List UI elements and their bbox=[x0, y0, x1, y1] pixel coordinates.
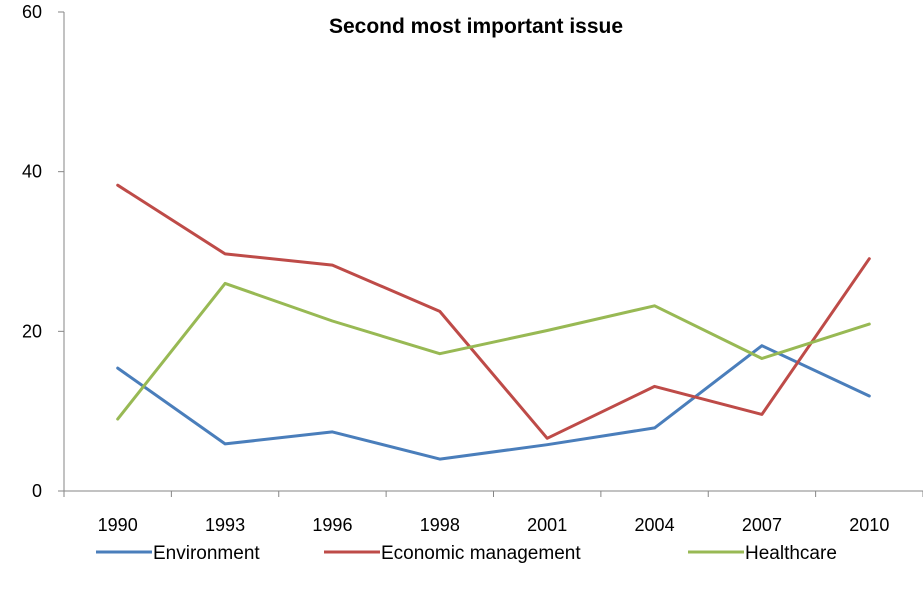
legend: Environment Economic management Healthcare bbox=[96, 543, 837, 564]
y-tick-label: 60 bbox=[22, 2, 42, 22]
x-ticks: 1990 1993 1996 1998 2001 2004 2007 2010 bbox=[63, 491, 923, 535]
series-line-healthcare bbox=[116, 281, 871, 421]
x-tick-label: 2004 bbox=[635, 515, 675, 535]
legend-label: Healthcare bbox=[745, 543, 837, 564]
x-tick-label: 2007 bbox=[742, 515, 782, 535]
x-tick-label: 2010 bbox=[849, 515, 889, 535]
series-line-environment bbox=[116, 344, 871, 461]
series-line-economic-management bbox=[116, 183, 871, 440]
legend-label: Economic management bbox=[381, 543, 581, 564]
legend-label: Environment bbox=[153, 543, 260, 564]
series-lines bbox=[116, 183, 871, 461]
x-tick-label: 1990 bbox=[98, 515, 138, 535]
x-tick-label: 1996 bbox=[312, 515, 352, 535]
x-tick-label: 1993 bbox=[205, 515, 245, 535]
y-ticks: 0 20 40 60 bbox=[22, 2, 64, 501]
y-tick-label: 20 bbox=[22, 321, 42, 341]
x-tick-label: 1998 bbox=[420, 515, 460, 535]
y-tick-label: 0 bbox=[32, 481, 42, 501]
chart-title: Second most important issue bbox=[329, 15, 623, 38]
y-tick-label: 40 bbox=[22, 162, 42, 182]
x-tick-label: 2001 bbox=[527, 515, 567, 535]
